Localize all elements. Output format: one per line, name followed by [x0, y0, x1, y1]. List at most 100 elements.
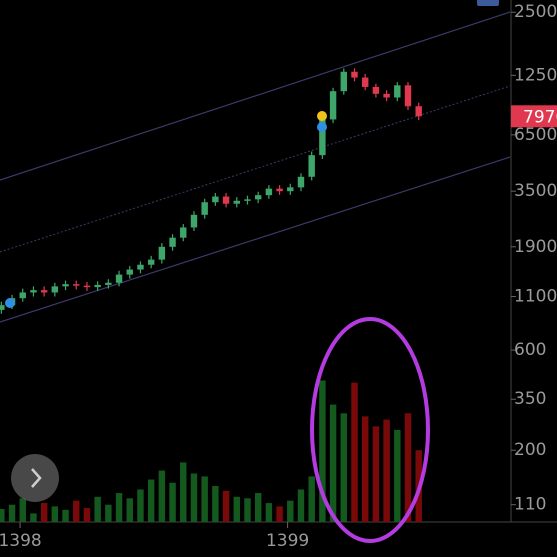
volume-bar [73, 500, 80, 522]
scroll-button[interactable] [11, 454, 59, 502]
scroll-button-icon[interactable] [31, 468, 42, 488]
volume-bar [201, 476, 208, 522]
candle-body [276, 188, 283, 192]
candle-body [51, 286, 59, 293]
volume-bar [340, 413, 347, 522]
candle-body [19, 292, 26, 299]
volume-bar [137, 489, 144, 522]
volume-tick-label: 200 [514, 440, 546, 460]
volume-tick-label: 600 [514, 340, 546, 360]
volume-bar [190, 473, 198, 522]
volume-bar [19, 498, 26, 522]
volume-bar [244, 498, 251, 522]
volume-bar [233, 496, 240, 522]
volume-bar [361, 416, 369, 522]
candle-body [212, 196, 219, 203]
candle-body [115, 274, 123, 283]
y-tick-label: 6500 [514, 125, 557, 145]
y-tick-label: 1100 [514, 287, 557, 307]
candle-body [383, 93, 390, 98]
candle-body [244, 199, 251, 201]
x-tick-label: 1398 [0, 531, 42, 551]
volume-bar [62, 509, 69, 522]
candle-body [308, 155, 315, 177]
volume-bar [212, 486, 219, 522]
volume-bar [372, 426, 380, 522]
volume-bar [254, 493, 262, 522]
volume-bar [383, 419, 390, 522]
channel-middle [0, 85, 511, 253]
volume-bar [8, 504, 16, 522]
candle-body [30, 290, 37, 293]
settings-icon[interactable] [477, 0, 499, 6]
volume-bar [319, 380, 326, 522]
candle-body [319, 119, 326, 156]
y-tick-label: 12500 [514, 65, 557, 85]
signal-dot [317, 111, 327, 121]
volume-bar [83, 508, 91, 522]
volume-bar [40, 503, 48, 522]
candle-body [105, 282, 112, 285]
volume-tick-label: 110 [514, 495, 546, 515]
volume-bar [287, 500, 294, 522]
candle-body [254, 195, 262, 200]
volume-bar [51, 506, 59, 522]
volume-bar [180, 462, 187, 522]
volume-bar [297, 489, 305, 522]
volume-tick-label: 350 [514, 389, 546, 409]
y-tick-label: 25000 [514, 2, 557, 22]
candle-body [137, 264, 144, 270]
last-price-label: 7970 [523, 107, 557, 127]
volume-bar [94, 496, 101, 522]
candle-body [147, 259, 155, 265]
candle-body [372, 86, 380, 94]
candle-body [94, 284, 101, 288]
candle-body [404, 85, 412, 107]
candle-body [0, 305, 5, 310]
volume-bar [222, 490, 230, 522]
candle-body [351, 71, 358, 78]
volume-bar [0, 508, 5, 522]
y-tick-label: 1900 [514, 237, 557, 257]
volume-bar [126, 498, 133, 522]
volume-bar [394, 429, 401, 522]
channel-lower [0, 156, 511, 323]
candle-body [340, 71, 347, 92]
volume-bar [30, 513, 37, 522]
candle-body [126, 269, 133, 275]
volume-bar [115, 493, 123, 522]
candle-body [287, 187, 294, 192]
candle-body [394, 85, 401, 98]
candle-body [169, 237, 176, 247]
candle-body [222, 196, 230, 204]
candle-body [62, 284, 69, 287]
volume-bar [265, 503, 273, 522]
candle-body [40, 290, 48, 293]
volume-bar [147, 479, 155, 522]
x-tick-label: 1399 [266, 531, 309, 551]
volume-bar [158, 470, 166, 522]
candle-body [180, 227, 187, 238]
volume-bar [308, 476, 315, 522]
scroll-button-bg[interactable] [11, 454, 59, 502]
candle-body [190, 214, 198, 228]
volume-bar [351, 382, 358, 522]
signal-dot [5, 298, 15, 308]
candle-body [297, 176, 305, 188]
volume-bar [329, 404, 337, 522]
candle-body [265, 188, 273, 196]
channel-upper [0, 11, 511, 181]
last-price-tag [511, 105, 557, 128]
volume-bar [105, 504, 112, 522]
candle-body [361, 77, 369, 87]
volume-bar [169, 482, 176, 522]
candle-body [329, 91, 337, 120]
candle-body [233, 200, 240, 204]
y-tick-label: 3500 [514, 181, 557, 201]
volume-bar [276, 506, 283, 522]
signal-dot [317, 122, 327, 132]
